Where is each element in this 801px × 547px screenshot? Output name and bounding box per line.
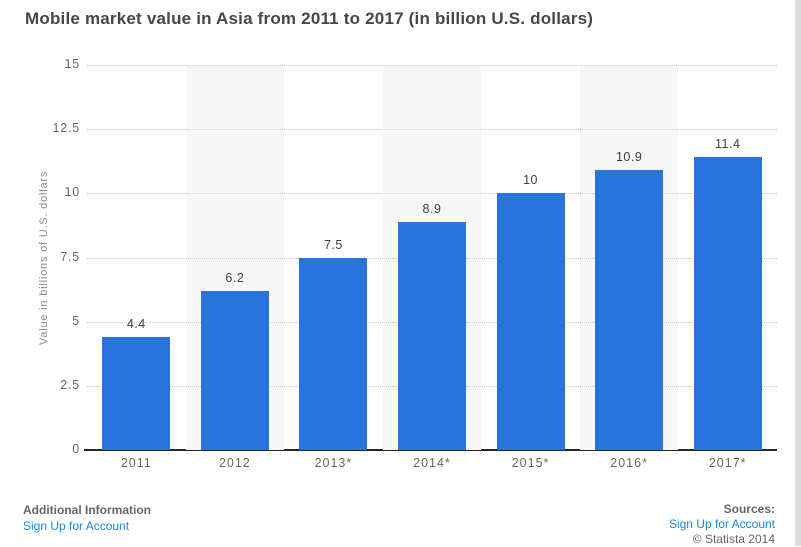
scrollbar-track[interactable]: [795, 0, 801, 546]
footer-sources: Sources: Sign Up for Account © Statista …: [669, 502, 775, 547]
bar-value-2017*: 11.4: [715, 137, 741, 152]
x-tick-2013*: 2013*: [314, 456, 353, 470]
y-tick-5: 5: [72, 313, 80, 328]
sign-up-link-left[interactable]: Sign Up for Account: [23, 519, 130, 533]
statista-copyright: © Statista 2014: [692, 532, 775, 546]
bar-value-2012: 6.2: [225, 270, 245, 285]
bar-2015*[interactable]: [496, 193, 565, 450]
bar-2016*[interactable]: [595, 170, 664, 450]
bar-2013*[interactable]: [299, 257, 368, 450]
bar-value-2016*: 10.9: [615, 150, 643, 165]
y-tick-2.5: 2.5: [60, 377, 80, 392]
x-tick-2011: 2011: [120, 456, 152, 470]
bar-2014*[interactable]: [398, 221, 466, 450]
x-tick-2012: 2012: [218, 456, 251, 470]
y-tick-0: 0: [72, 442, 80, 456]
bar-value-2011: 4.4: [126, 317, 146, 332]
y-tick-10: 10: [64, 185, 80, 200]
gridline-12.5: [87, 129, 777, 131]
y-tick-15: 15: [64, 57, 80, 71]
gridline-15: [87, 65, 777, 66]
plot-area: 4.4 6.2 7.5 8.9 10 10.9 11.4: [84, 65, 777, 451]
x-axis-tick-labels: 2011 2012 2013* 2014* 2015* 2016* 2017*: [87, 456, 777, 474]
chart-title: Mobile market value in Asia from 2011 to…: [25, 9, 594, 28]
gridline-10: [87, 193, 777, 195]
bar-value-2015*: 10: [523, 173, 539, 188]
footer-additional-information: Additional Information Sign Up for Accou…: [23, 502, 151, 534]
bar-value-2014*: 8.9: [422, 201, 442, 216]
bar-2012[interactable]: [200, 290, 269, 450]
x-tick-2017*: 2017*: [708, 456, 747, 470]
bar-2011[interactable]: [102, 337, 171, 450]
sources-label: Sources:: [723, 502, 775, 516]
x-tick-2015*: 2015*: [511, 456, 550, 470]
y-tick-12.5: 12.5: [52, 121, 80, 136]
additional-information-label: Additional Information: [23, 503, 151, 517]
x-tick-2014*: 2014*: [413, 456, 451, 470]
bar-value-2013*: 7.5: [323, 237, 343, 252]
x-axis-baseline: [84, 449, 777, 451]
x-tick-2016*: 2016*: [610, 456, 648, 470]
bar-2017*[interactable]: [693, 157, 762, 450]
y-axis-tick-labels: 0 2.5 5 7.5 10 12.5 15: [0, 57, 80, 456]
y-tick-7.5: 7.5: [60, 249, 80, 264]
sign-up-link-right[interactable]: Sign Up for Account: [668, 517, 775, 531]
